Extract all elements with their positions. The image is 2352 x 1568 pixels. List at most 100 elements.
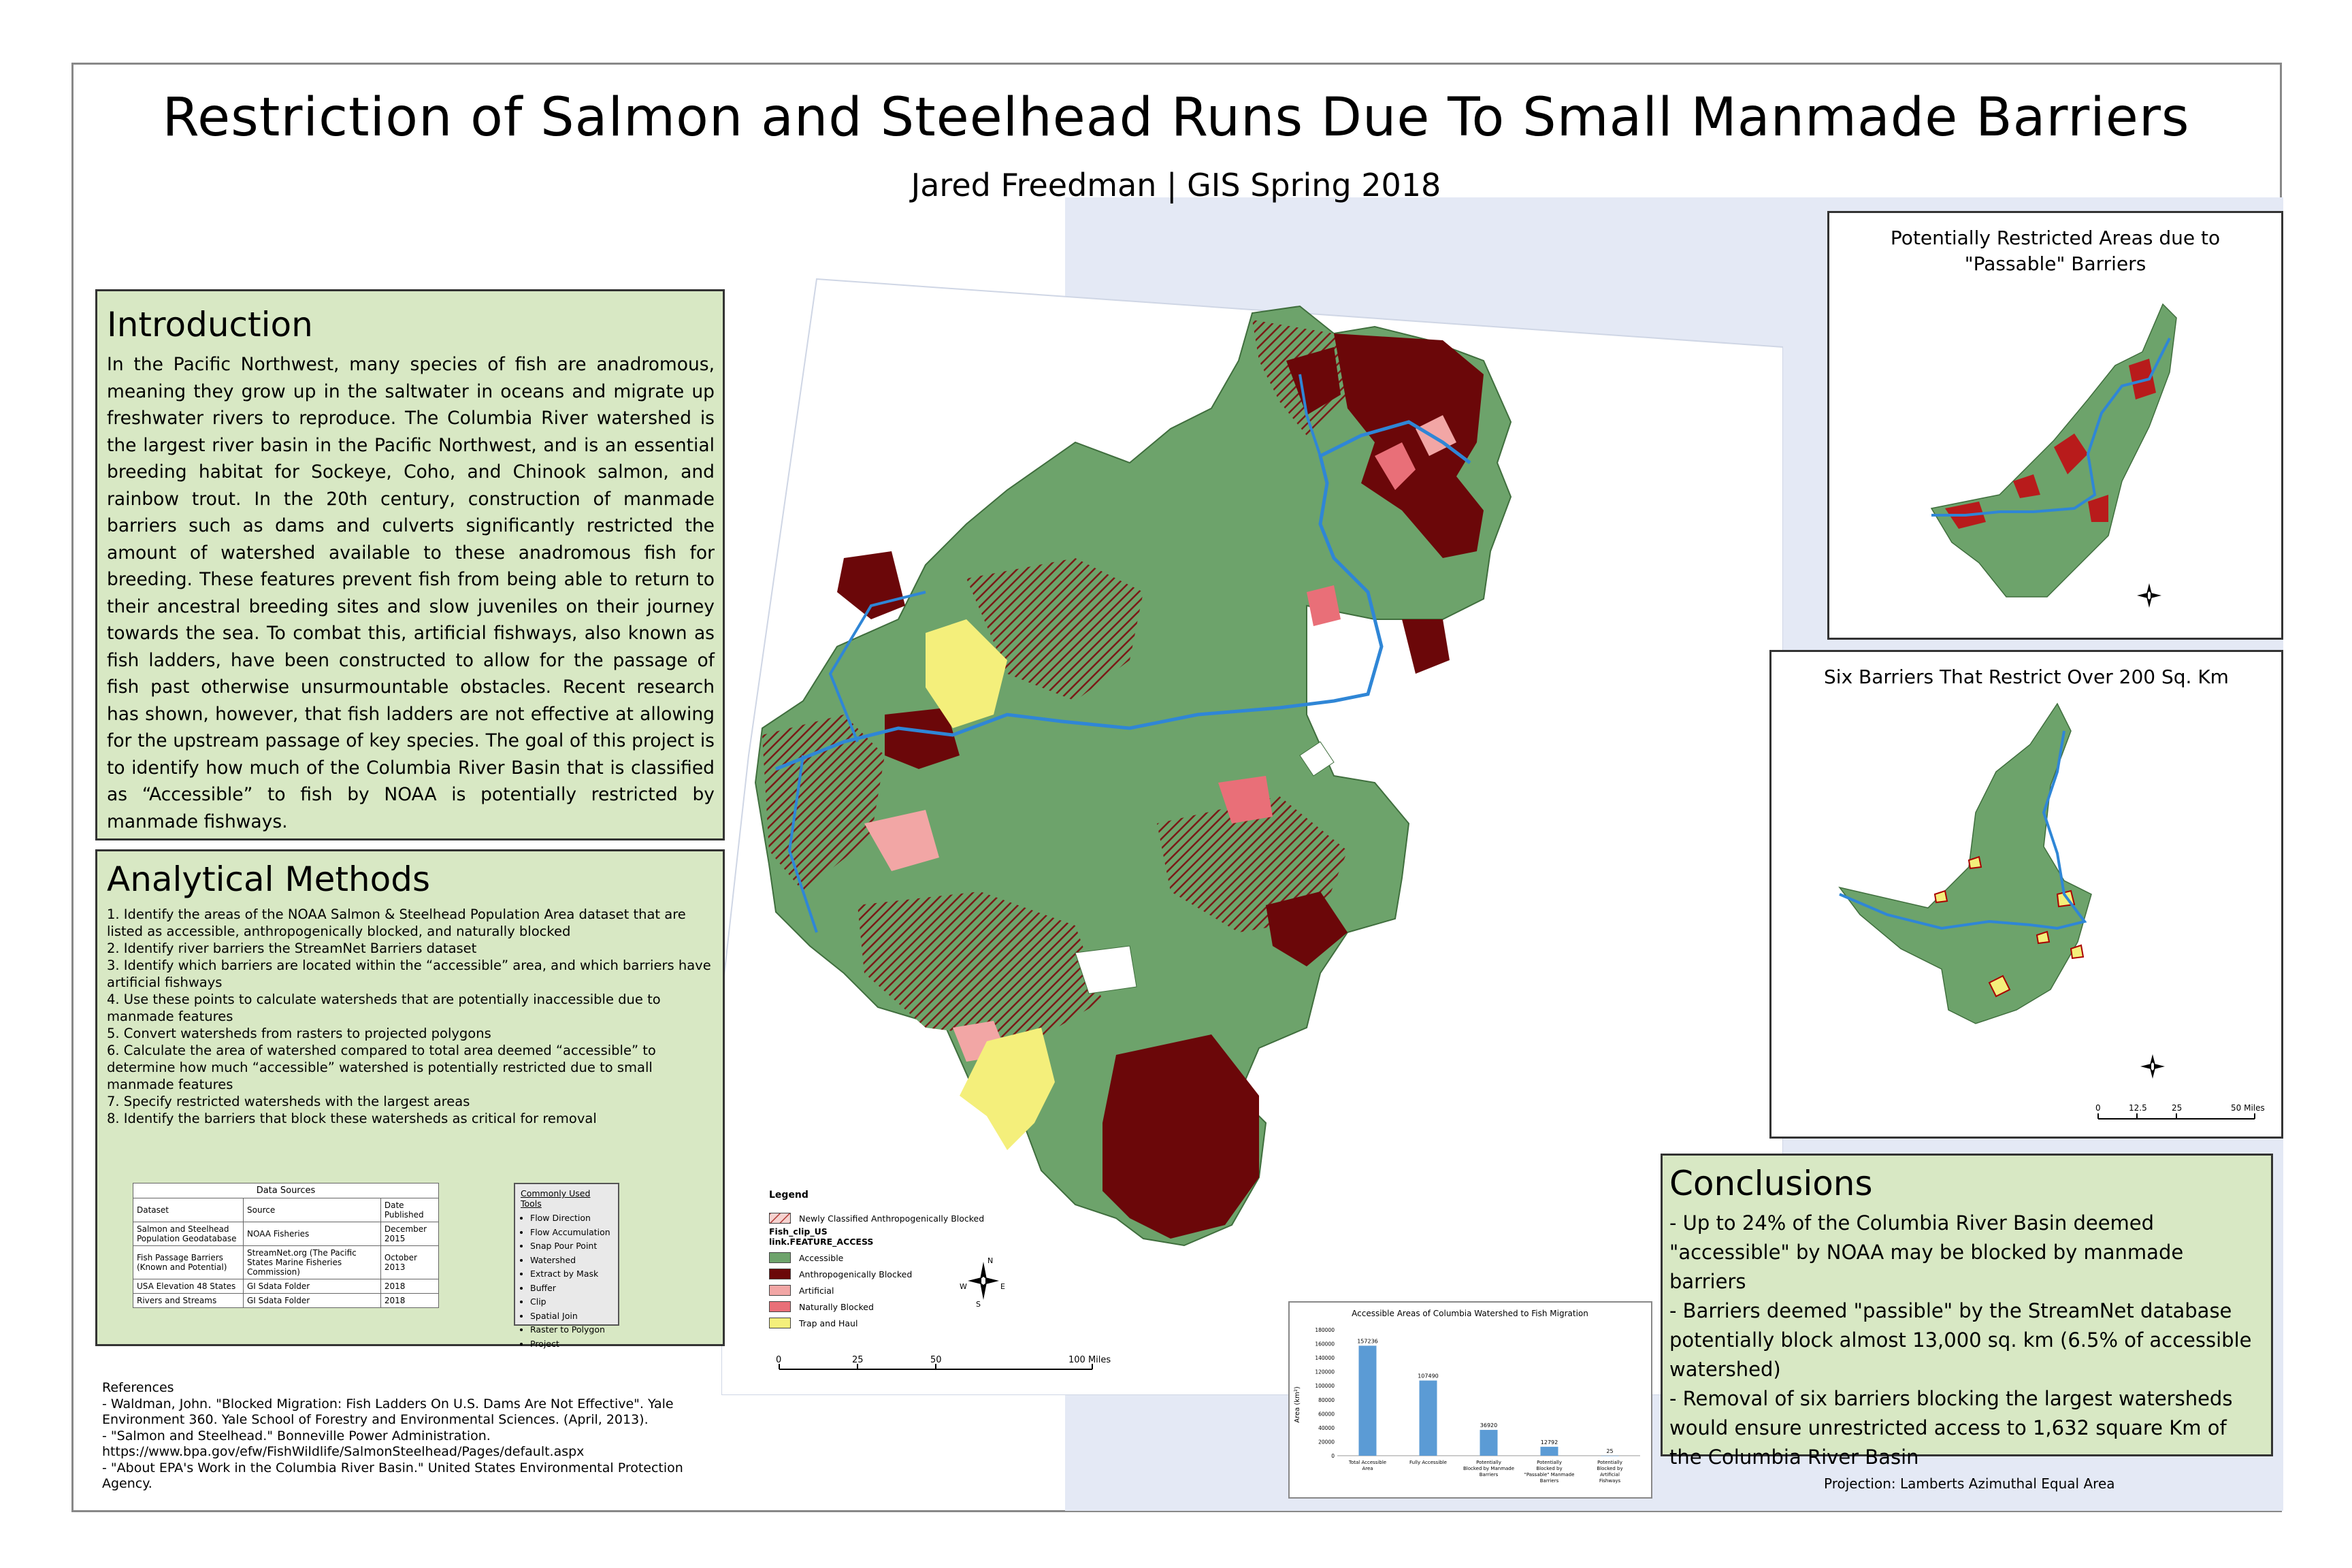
scale-tick-label: 50 Miles — [2231, 1103, 2265, 1113]
tools-heading: Commonly Used Tools — [521, 1188, 591, 1209]
inset-title-line: Potentially Restricted Areas due to — [1890, 227, 2221, 249]
tool-item: Watershed — [530, 1254, 612, 1268]
legend-swatch — [769, 1318, 791, 1328]
blocked-area-north — [1286, 347, 1341, 415]
table-row: Salmon and Steelhead Population Geodatab… — [133, 1222, 440, 1246]
legend-title: Legend — [769, 1190, 808, 1200]
method-step: 1. Identify the areas of the NOAA Salmon… — [107, 906, 686, 939]
table-cell: 2018 — [380, 1279, 440, 1294]
table-cell: USA Elevation 48 States — [133, 1279, 244, 1294]
tool-item: Flow Accumulation — [530, 1226, 612, 1240]
table-cell: GI Sdata Folder — [243, 1293, 381, 1308]
inset-basin-map — [1930, 303, 2177, 608]
references-section: References - Waldman, John. "Blocked Mig… — [102, 1380, 721, 1492]
table-cell: October 2013 — [380, 1245, 440, 1279]
y-tick-label: 60000 — [1318, 1411, 1335, 1417]
bar-value-label: 107490 — [1418, 1373, 1439, 1379]
table-row: Rivers and Streams GI Sdata Folder 2018 — [133, 1293, 440, 1308]
naturally-blocked-area-2 — [1218, 776, 1273, 823]
category-label: Potentially Blocked by Artificial Fishways — [1597, 1460, 1622, 1484]
inset2-scale-bar: 0 12.5 25 50 Miles — [2095, 1103, 2265, 1120]
columbia-river — [775, 420, 1471, 771]
reference-item: - "Salmon and Steelhead." Bonneville Pow… — [102, 1428, 585, 1460]
method-step: 6. Calculate the area of watershed compa… — [107, 1043, 656, 1092]
scale-tick-label: 25 — [852, 1355, 864, 1365]
legend-label: Naturally Blocked — [799, 1301, 874, 1312]
y-tick-label: 0 — [1331, 1453, 1335, 1459]
projection-note: Projection: Lamberts Azimuthal Equal Are… — [1824, 1475, 2115, 1492]
tool-item: Extract by Mask — [530, 1267, 612, 1281]
tool-item: Raster to Polygon — [530, 1323, 612, 1337]
table-cell: December 2015 — [380, 1222, 440, 1246]
hatched-zone-south — [858, 892, 1102, 1041]
conclusion-item: - Barriers deemed "passible" by the Stre… — [1669, 1299, 2252, 1381]
conclusions-list: - Up to 24% of the Columbia River Basin … — [1669, 1209, 2264, 1472]
methods-list: 1. Identify the areas of the NOAA Salmon… — [107, 906, 715, 1127]
method-step: 8. Identify the barriers that block thes… — [107, 1111, 597, 1126]
legend-swatch — [769, 1269, 791, 1279]
page-subtitle: Jared Freedman | GIS Spring 2018 — [911, 167, 1441, 203]
bar-value-label: 157236 — [1357, 1338, 1378, 1344]
tools-list: Flow Direction Flow Accumulation Snap Po… — [521, 1211, 612, 1351]
main-scale-bar: 0 25 50 100 Miles — [776, 1355, 1111, 1370]
y-tick-label: 160000 — [1315, 1341, 1335, 1348]
chart-bars: 157236 Total Accessible Area 107490 Fully Ac… — [1348, 1338, 1623, 1484]
south-label: S — [976, 1300, 981, 1308]
inset-basin-map: 0 12.5 25 50 Miles — [1838, 702, 2265, 1120]
reference-item: - "About EPA's Work in the Columbia Rive… — [102, 1460, 683, 1492]
table-row: Fish Passage Barriers (Known and Potenti… — [133, 1245, 440, 1279]
inset-map-six-barriers: Six Barriers That Restrict Over 200 Sq. … — [1769, 650, 2283, 1139]
reference-item: - Waldman, John. "Blocked Migration: Fis… — [102, 1396, 674, 1428]
tool-item: Flow Direction — [530, 1211, 612, 1226]
naturally-blocked-area-1 — [1375, 442, 1416, 490]
legend-label: Accessible — [799, 1252, 844, 1263]
conclusion-item: - Removal of six barriers blocking the l… — [1669, 1387, 2233, 1469]
y-tick-label: 100000 — [1315, 1383, 1335, 1389]
category-label: Potentially Blocked by Manmade Barriers — [1463, 1460, 1514, 1477]
table-header-row: Dataset Source Date Published — [133, 1198, 440, 1222]
snake-river-tributary — [828, 591, 926, 742]
legend-swatch — [769, 1252, 791, 1263]
inset-map-passable-barriers: Potentially Restricted Areas due to "Pas… — [1827, 211, 2283, 640]
chart-title: Accessible Areas of Columbia Watershed t… — [1352, 1309, 1588, 1318]
tool-item: Spatial Join — [530, 1309, 612, 1324]
naturally-blocked-area-3 — [1307, 585, 1341, 626]
legend-item: Trap and Haul — [769, 1315, 984, 1331]
conclusions-panel: Conclusions - Up to 24% of the Columbia … — [1661, 1154, 2273, 1469]
scale-tick-label: 12.5 — [2129, 1103, 2147, 1113]
inset1-compass-icon — [2137, 583, 2161, 608]
category-label: Fully Accessible — [1409, 1460, 1447, 1465]
east-label: E — [1000, 1282, 1005, 1291]
legend-swatch — [769, 1301, 791, 1312]
west-label: W — [960, 1282, 967, 1291]
scale-tick-label: 0 — [776, 1355, 781, 1365]
introduction-panel: Introduction In the Pacific Northwest, m… — [95, 289, 725, 840]
method-step: 4. Use these points to calculate watersh… — [107, 992, 661, 1024]
artificial-area-2 — [864, 810, 939, 871]
scale-tick-label: 0 — [2095, 1103, 2101, 1113]
table-cell: NOAA Fisheries — [243, 1222, 381, 1246]
legend-layer-name: Fish_clip_US — [769, 1226, 828, 1237]
y-tick-label: 80000 — [1318, 1397, 1335, 1403]
inset-title: Potentially Restricted Areas due to "Pas… — [1829, 225, 2281, 277]
chart-bar — [1419, 1380, 1437, 1456]
conclusions-heading: Conclusions — [1669, 1164, 1873, 1203]
table-cell: StreamNet.org (The Pacific States Marine… — [243, 1245, 381, 1279]
legend-item: Naturally Blocked — [769, 1298, 984, 1315]
chart-bar — [1358, 1345, 1377, 1456]
main-map — [721, 278, 1783, 1395]
legend-field-name: link.FEATURE_ACCESS — [769, 1237, 874, 1247]
legend-item: Anthropogenically Blocked — [769, 1266, 984, 1282]
chart-bar — [1540, 1446, 1558, 1456]
blocked-area-southeast — [1266, 892, 1348, 966]
scale-tick-label: 25 — [2172, 1103, 2182, 1113]
legend-hatch-swatch — [769, 1213, 791, 1224]
tool-item: Buffer — [530, 1281, 612, 1296]
chart-y-axis-label: Area (km²) — [1294, 1386, 1301, 1423]
method-step: 5. Convert watersheds from rasters to pr… — [107, 1026, 491, 1041]
table-cell: Rivers and Streams — [133, 1293, 244, 1308]
blocked-area-center — [885, 708, 960, 769]
legend-hatch-label: Newly Classified Anthropogenically Block… — [799, 1213, 985, 1224]
trap-and-haul-north — [926, 619, 1007, 728]
legend-hatch-row: Newly Classified Anthropogenically Block… — [769, 1210, 984, 1226]
